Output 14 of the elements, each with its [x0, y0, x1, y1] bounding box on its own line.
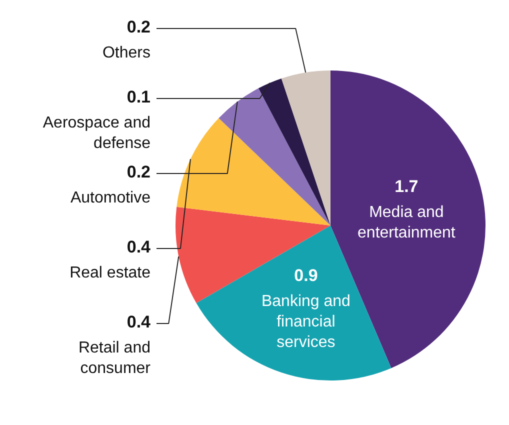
slice-label: Media and entertainment — [358, 204, 456, 242]
data-label: 0.2 — [126, 18, 151, 36]
slice-label: Automotive — [70, 190, 151, 206]
data-label: 0.4 — [126, 312, 152, 332]
slice-label: Real estate — [70, 264, 151, 282]
data-label: 0.4 — [126, 238, 152, 256]
slice-label: Others — [102, 44, 150, 62]
slice-label: Banking and financial services — [261, 293, 350, 351]
data-label: 0.9 — [294, 266, 318, 286]
slice-label: Aerospace and defense — [42, 114, 151, 152]
data-label: 0.1 — [126, 88, 151, 106]
slice-label: Retail and consumer — [78, 340, 152, 377]
data-label: 1.7 — [394, 177, 418, 196]
data-label: 0.2 — [126, 162, 151, 182]
